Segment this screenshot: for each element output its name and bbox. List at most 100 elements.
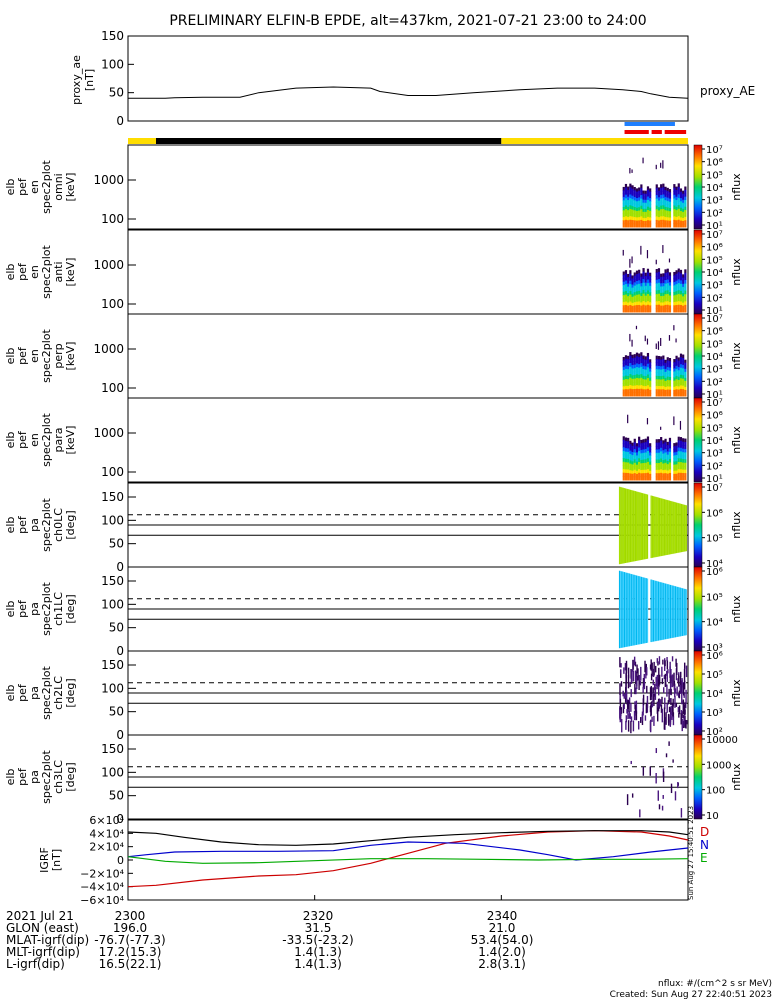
spectrogram-cell bbox=[677, 290, 680, 295]
pa-data-column bbox=[634, 684, 636, 695]
spectrogram-cell bbox=[624, 365, 628, 370]
spectrogram-cell bbox=[649, 298, 652, 303]
spectrogram-cell bbox=[631, 213, 634, 218]
plot-title: PRELIMINARY ELFIN-B EPDE, alt=437km, 202… bbox=[169, 13, 646, 29]
spectrogram-cell bbox=[668, 278, 672, 283]
colorbar-label: nflux bbox=[730, 258, 743, 286]
pa-ylabel-line: [deg] bbox=[64, 762, 77, 791]
spectrogram-cell bbox=[644, 473, 647, 478]
spectrogram-cell bbox=[622, 376, 625, 381]
spectrogram-cell bbox=[638, 443, 641, 449]
spectrogram-cell bbox=[668, 285, 672, 290]
ephemeris-cell: -76.7(-77.3) bbox=[94, 933, 165, 947]
spectrogram-cell bbox=[640, 283, 643, 287]
ephemeris-cell: 2.8(3.1) bbox=[478, 957, 526, 971]
pa-data-column bbox=[661, 696, 663, 704]
spectrogram-cell bbox=[660, 299, 663, 303]
spectrogram-cell bbox=[644, 285, 647, 290]
spectrogram-cell bbox=[662, 223, 665, 228]
spectrogram-cell bbox=[635, 455, 639, 460]
spectrogram-cell bbox=[666, 373, 669, 378]
spectrogram-cell bbox=[631, 302, 634, 307]
spectrogram-cell bbox=[675, 277, 678, 282]
spectrogram-cell bbox=[633, 357, 636, 362]
colorbar-label: nflux bbox=[730, 763, 743, 791]
spectrogram-cell bbox=[633, 354, 636, 359]
spectrogram-cell bbox=[673, 380, 676, 385]
spectrogram-cell bbox=[624, 270, 628, 275]
energy-tick-label: 1000 bbox=[93, 258, 124, 272]
spectrogram-cell bbox=[627, 355, 630, 360]
spectrogram-cell bbox=[642, 290, 645, 295]
pa-data-column bbox=[628, 573, 630, 647]
pa-data-column bbox=[633, 574, 635, 646]
spectrogram-cell bbox=[677, 376, 680, 381]
spectrogram-cell bbox=[627, 200, 630, 204]
spectrogram-cell bbox=[673, 449, 676, 453]
spectrogram-cell bbox=[666, 301, 669, 306]
colorbar-tick-label: 10⁵ bbox=[706, 339, 723, 350]
spectrogram-cell bbox=[627, 299, 630, 303]
spectrogram-cell bbox=[655, 209, 658, 214]
spectrogram-cell bbox=[646, 279, 650, 284]
spectrogram-cell bbox=[646, 199, 650, 204]
pa-data-column bbox=[630, 689, 632, 698]
igrf-tick-label: 6×10⁴ bbox=[89, 814, 124, 827]
spectrogram-cell bbox=[660, 369, 663, 374]
spectrogram-cell bbox=[684, 200, 687, 204]
spectrogram-cell bbox=[640, 279, 643, 284]
spectrogram-cell bbox=[642, 190, 645, 195]
pa-data-column bbox=[635, 711, 638, 721]
spectrogram-cell bbox=[666, 363, 669, 368]
spectrogram-cell bbox=[675, 206, 678, 211]
energy-tick-label: 100 bbox=[101, 212, 124, 226]
pa-data-column bbox=[679, 684, 681, 694]
spectrogram-speck bbox=[646, 338, 649, 345]
spectrogram-cell bbox=[662, 443, 665, 448]
pa-data-column bbox=[660, 582, 662, 641]
spectrogram-cell bbox=[668, 217, 672, 222]
spectrogram-cell bbox=[644, 295, 647, 300]
spectrogram-cell bbox=[675, 365, 678, 370]
spectrogram-cell bbox=[646, 220, 650, 225]
spectrogram-cell bbox=[631, 223, 634, 228]
spectrogram-cell bbox=[668, 305, 672, 310]
ephemeris-cell: 2320 bbox=[303, 909, 334, 923]
colorbar-tick-label: 100 bbox=[706, 786, 725, 797]
spectrogram-speck bbox=[629, 167, 631, 174]
spectrogram-speck bbox=[655, 164, 657, 170]
spectrogram-cell bbox=[629, 352, 632, 357]
spectrogram-cell bbox=[644, 369, 647, 374]
spectrogram-cell bbox=[642, 223, 645, 228]
pa-data-column bbox=[655, 496, 657, 558]
spectrogram-cell bbox=[682, 308, 685, 313]
spectrogram-cell bbox=[633, 193, 636, 198]
ae-ylabel-2: [nT] bbox=[83, 69, 96, 91]
energy-ylabel-line: spec2plot bbox=[40, 160, 53, 214]
pa-ylabel-line: ch1LC bbox=[52, 592, 65, 626]
colorbar-tick-label: 10¹ bbox=[706, 390, 723, 401]
pa-data-column bbox=[628, 701, 630, 713]
spectrogram-cell bbox=[638, 280, 641, 285]
spectrogram-cell bbox=[673, 191, 676, 196]
spectrogram-cell bbox=[684, 473, 687, 478]
spectrogram-cell bbox=[646, 447, 650, 452]
spectrogram-cell bbox=[640, 456, 643, 461]
spectrogram-cell bbox=[664, 462, 667, 467]
spectrogram-cell bbox=[679, 454, 683, 460]
spectrogram-cell bbox=[638, 385, 641, 390]
spectrogram-cell bbox=[629, 388, 632, 393]
spectrogram-cell bbox=[635, 207, 639, 212]
spectrogram-cell bbox=[657, 355, 661, 360]
spectrogram-cell bbox=[638, 203, 641, 208]
spectrogram-cell bbox=[666, 304, 669, 309]
spectrogram-cell bbox=[649, 380, 652, 385]
spectrogram-cell bbox=[644, 376, 647, 380]
pa-data-column bbox=[650, 673, 653, 681]
spectrogram-cell bbox=[633, 203, 636, 208]
spectrogram-cell bbox=[622, 461, 625, 466]
spectrogram-cell bbox=[627, 216, 630, 221]
spectrogram-cell bbox=[677, 451, 680, 456]
colorbar-gradient bbox=[693, 313, 703, 399]
pa-data-column bbox=[678, 503, 680, 553]
